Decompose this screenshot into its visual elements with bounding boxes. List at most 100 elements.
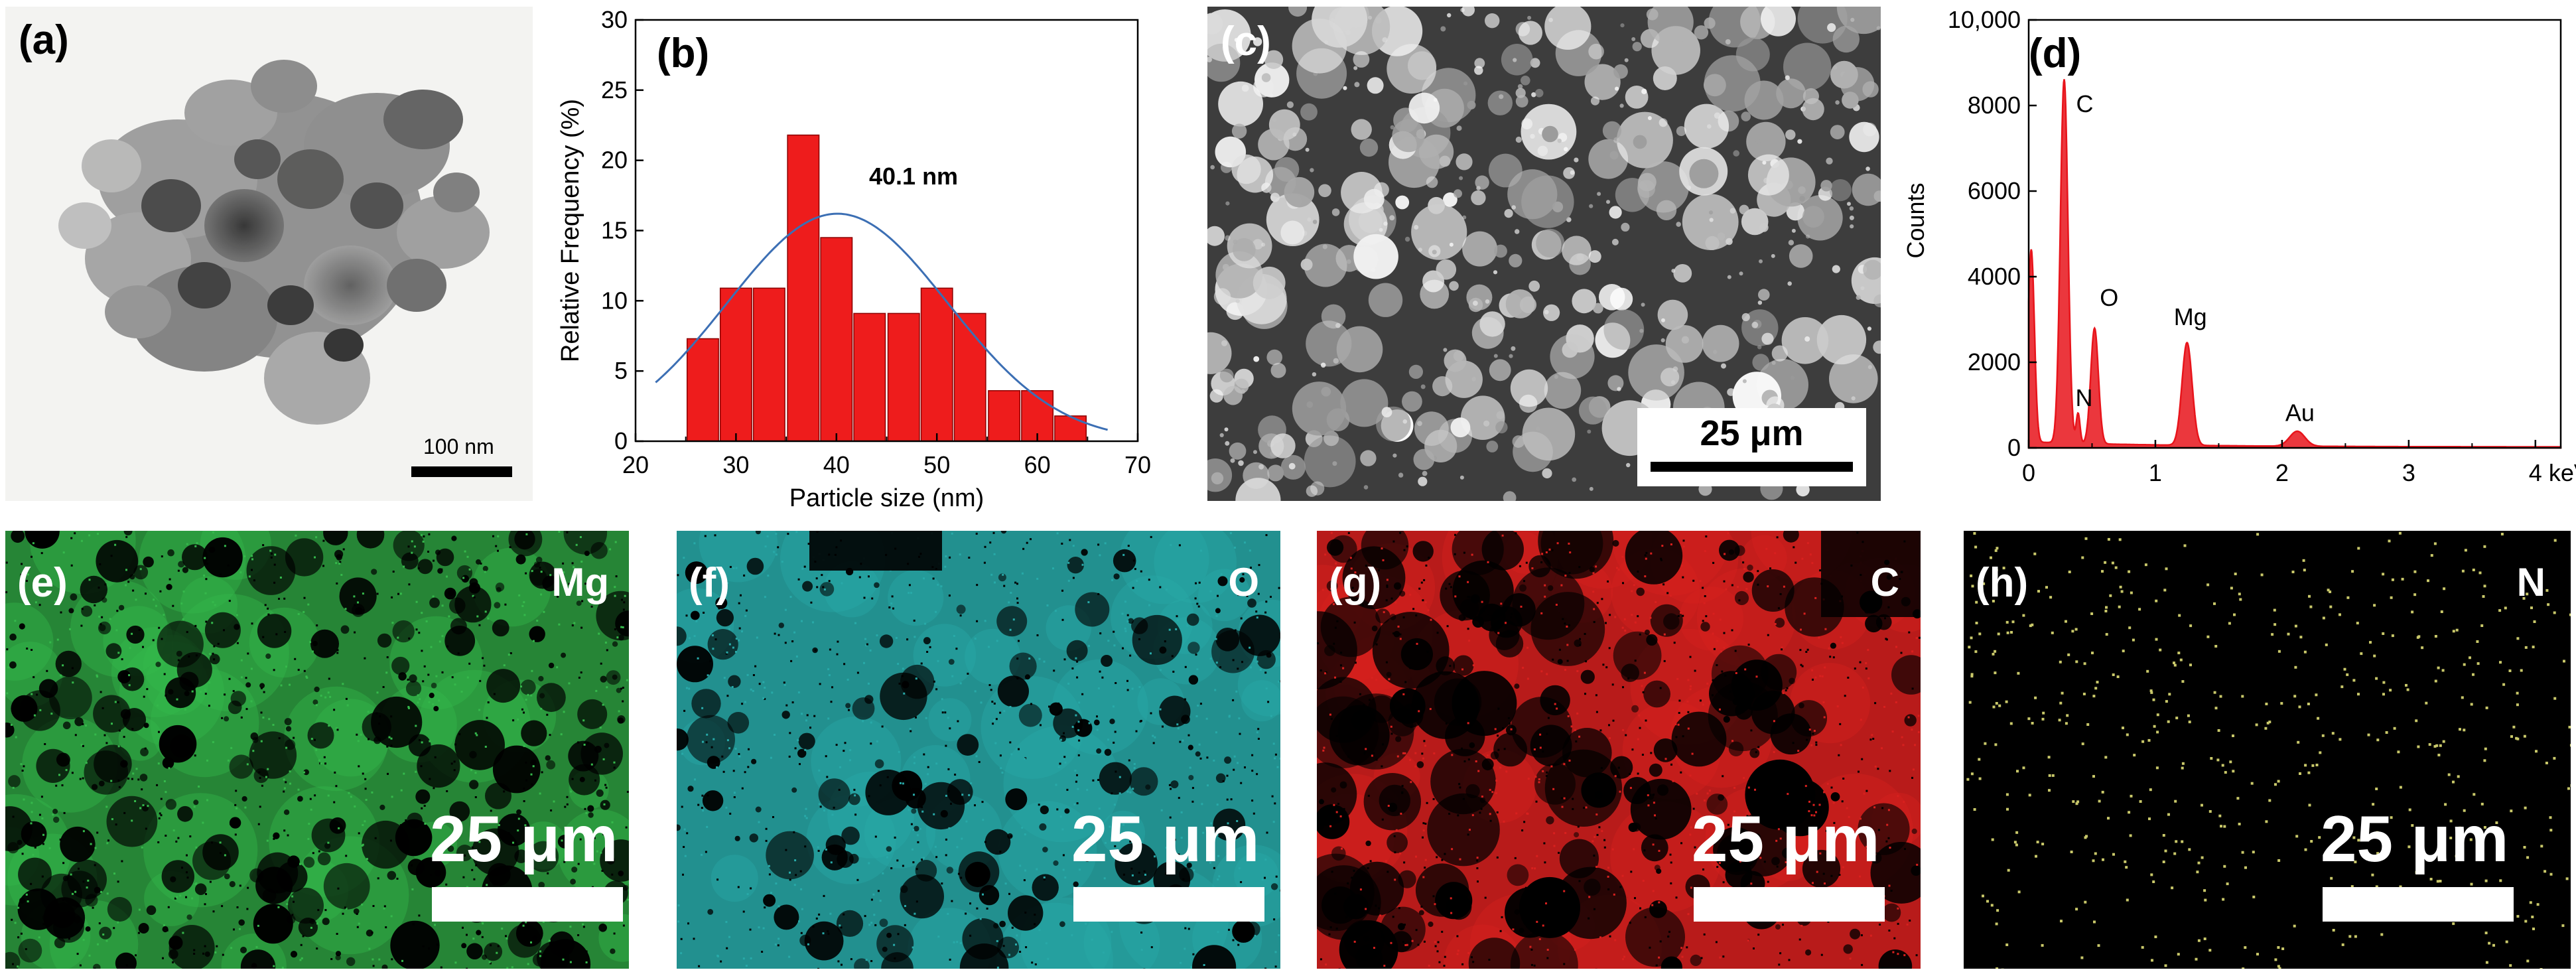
map-speckle [840, 926, 843, 929]
sem-particle [1607, 375, 1624, 391]
map-speckle [1785, 689, 1787, 692]
map-speckle [366, 858, 368, 861]
map-speckle [137, 932, 140, 934]
map-speckle [1599, 729, 1602, 732]
map-speckle [46, 669, 48, 672]
map-void [825, 835, 846, 855]
map-speckle [307, 838, 310, 840]
n-signal-dot [2034, 696, 2037, 699]
map-void [1213, 808, 1246, 841]
map-void [54, 937, 66, 949]
map-speckle [6, 692, 9, 695]
sem-particle [1865, 167, 1870, 171]
map-speckle [1205, 717, 1208, 720]
map-speckle [1827, 920, 1830, 923]
map-speckle [1711, 694, 1714, 697]
map-void [85, 926, 91, 932]
map-speckle [1487, 561, 1489, 563]
sem-particle [1467, 100, 1476, 109]
map-void [1843, 944, 1853, 954]
map-void [852, 697, 875, 720]
map-speckle [854, 794, 856, 797]
map-speckle [344, 608, 347, 610]
map-void [60, 826, 96, 863]
map-speckle [869, 649, 872, 652]
map-speckle [1338, 968, 1341, 969]
n-signal-dot [2477, 839, 2480, 842]
map-speckle [1177, 619, 1179, 622]
map-speckle [914, 756, 915, 758]
map-void [1367, 695, 1396, 723]
n-signal-dot [2540, 845, 2543, 848]
map-void [617, 717, 624, 724]
sem-particle [1402, 391, 1422, 412]
map-void [192, 841, 231, 880]
sem-particle [1312, 220, 1318, 224]
map-speckle [1336, 620, 1339, 622]
map-speckle [211, 622, 214, 624]
map-speckle [794, 859, 797, 862]
sem-particle [1460, 7, 1465, 13]
map-speckle [1034, 914, 1036, 916]
map-speckle [1331, 870, 1333, 873]
map-void [476, 930, 482, 936]
map-speckle [30, 822, 33, 825]
map-speckle [1437, 941, 1440, 943]
map-void [1911, 828, 1917, 834]
map-speckle [728, 643, 731, 646]
map-void [204, 951, 210, 957]
map-speckle [525, 533, 528, 535]
map-speckle [1703, 602, 1706, 604]
histogram-bar [820, 237, 853, 442]
n-signal-dot [2173, 852, 2177, 855]
map-speckle [1622, 686, 1624, 689]
map-speckle [825, 755, 827, 758]
map-speckle [849, 749, 852, 752]
n-signal-dot [2417, 745, 2420, 748]
panel-e-element: Mg [551, 560, 609, 604]
map-speckle [1686, 700, 1689, 703]
map-speckle [1467, 581, 1469, 583]
map-speckle [1250, 567, 1252, 569]
map-speckle [818, 769, 821, 772]
map-speckle [1198, 581, 1201, 584]
map-speckle [602, 758, 605, 760]
n-signal-dot [2076, 800, 2080, 803]
map-speckle [1430, 618, 1432, 621]
map-speckle [1382, 559, 1385, 561]
map-speckle [127, 778, 130, 780]
map-speckle [294, 658, 297, 660]
map-speckle [784, 642, 787, 644]
x-tick-label: 1 [2149, 459, 2162, 486]
map-speckle [1595, 565, 1597, 568]
map-speckle [1443, 965, 1446, 967]
n-signal-dot [2461, 569, 2465, 573]
map-speckle [1563, 797, 1566, 800]
map-speckle [145, 827, 147, 830]
map-speckle [451, 676, 454, 679]
map-void [527, 841, 559, 872]
map-speckle [1461, 963, 1464, 965]
map-speckle [1600, 767, 1603, 770]
map-void [317, 852, 331, 866]
map-speckle [425, 620, 428, 622]
map-void [1115, 842, 1158, 886]
map-speckle [923, 577, 925, 580]
map-speckle [752, 674, 755, 676]
n-signal-dot [2526, 856, 2530, 859]
map-speckle [622, 626, 624, 628]
map-speckle [48, 578, 51, 581]
map-void [1783, 531, 1799, 543]
map-speckle [159, 812, 161, 815]
map-speckle [138, 628, 141, 631]
n-signal-dot [2228, 622, 2231, 625]
map-speckle [1249, 646, 1251, 649]
map-speckle [828, 580, 831, 583]
map-speckle [1192, 844, 1195, 846]
n-signal-dot [2346, 673, 2349, 676]
n-signal-dot [2339, 613, 2341, 616]
n-signal-dot [2357, 693, 2360, 696]
map-speckle [1043, 878, 1046, 880]
map-speckle [868, 862, 870, 865]
map-speckle [1215, 731, 1217, 734]
